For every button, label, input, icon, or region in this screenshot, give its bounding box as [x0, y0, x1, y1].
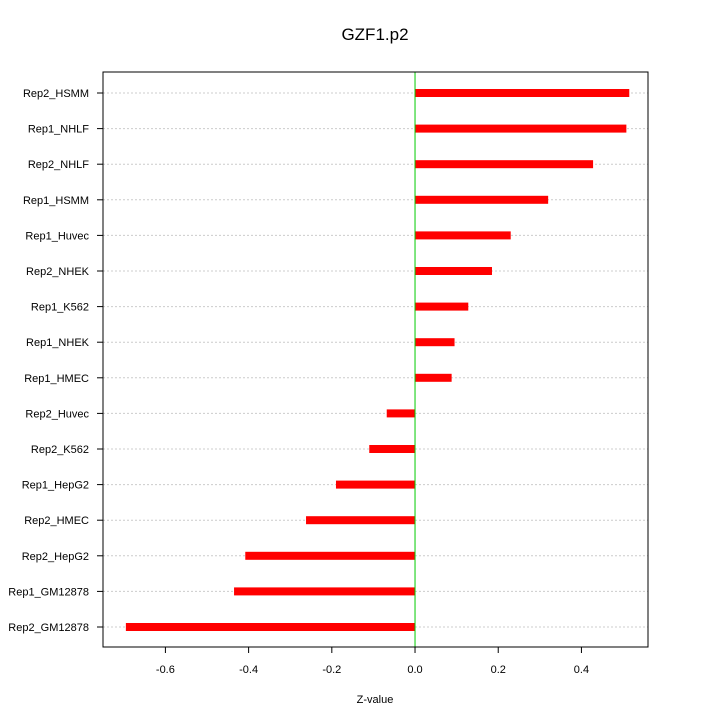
- gridlines: [103, 92, 648, 628]
- bar-rep2_nhek: [415, 267, 492, 275]
- y-tick-label: Rep2_K562: [31, 444, 89, 456]
- chart-title: GZF1.p2: [341, 25, 408, 44]
- x-tick-label: 0.2: [491, 664, 506, 676]
- x-tick-label: -0.2: [322, 664, 341, 676]
- bar-rep2_hsmm: [415, 89, 630, 97]
- bar-rep2_hmec: [306, 516, 416, 525]
- y-axis: Rep2_HSMM Rep1_NHLF Rep2_NHLF Rep1_HSMM Rep1…: [8, 88, 103, 634]
- y-tick-label: Rep1_NHEK: [26, 337, 90, 349]
- bar-rep1_nhlf: [415, 124, 627, 133]
- x-tick-label: 0.0: [407, 664, 422, 676]
- y-tick-label: Rep1_K562: [31, 302, 89, 314]
- x-tick-label: 0.4: [574, 664, 589, 676]
- bar-rep1_gm12878: [234, 587, 416, 596]
- y-tick-label: Rep2_GM12878: [8, 622, 89, 634]
- y-tick-label: Rep2_HSMM: [23, 88, 89, 100]
- bar-rep2_gm12878: [125, 623, 416, 631]
- x-tick-label: -0.6: [156, 664, 175, 676]
- y-tick-label: Rep1_HSMM: [23, 195, 89, 207]
- y-tick-label: Rep2_HMEC: [24, 515, 89, 527]
- y-tick-label: Rep2_HepG2: [22, 551, 89, 563]
- y-tick-label: Rep2_Huvec: [25, 408, 89, 420]
- bar-rep2_huvec: [386, 409, 416, 418]
- bar-rep1_nhek: [415, 338, 455, 347]
- y-tick-label: Rep2_NHLF: [28, 159, 89, 171]
- x-tick-label: -0.4: [239, 664, 258, 676]
- x-axis: -0.6 -0.4 -0.2 0.0 0.2 0.4: [156, 647, 589, 676]
- y-tick-label: Rep1_HepG2: [22, 480, 89, 492]
- bar-rep1_huvec: [415, 231, 511, 240]
- bar-rep1_k562: [415, 302, 469, 311]
- bar-rep2_nhlf: [415, 160, 594, 169]
- y-tick-label: Rep1_Huvec: [25, 230, 89, 242]
- y-tick-label: Rep1_NHLF: [28, 124, 89, 136]
- bar-rep2_k562: [369, 445, 416, 453]
- bar-rep1_hmec: [415, 373, 452, 382]
- y-tick-label: Rep2_NHEK: [26, 266, 90, 278]
- bar-rep2_hepg2: [245, 551, 416, 560]
- bar-rep1_hepg2: [335, 480, 416, 489]
- y-tick-label: Rep1_GM12878: [8, 586, 89, 598]
- bars: [125, 89, 630, 631]
- bar-rep1_hsmm: [415, 195, 549, 204]
- x-axis-label: Z-value: [357, 694, 394, 706]
- y-tick-label: Rep1_HMEC: [24, 373, 89, 385]
- plot-frame: [102, 71, 649, 648]
